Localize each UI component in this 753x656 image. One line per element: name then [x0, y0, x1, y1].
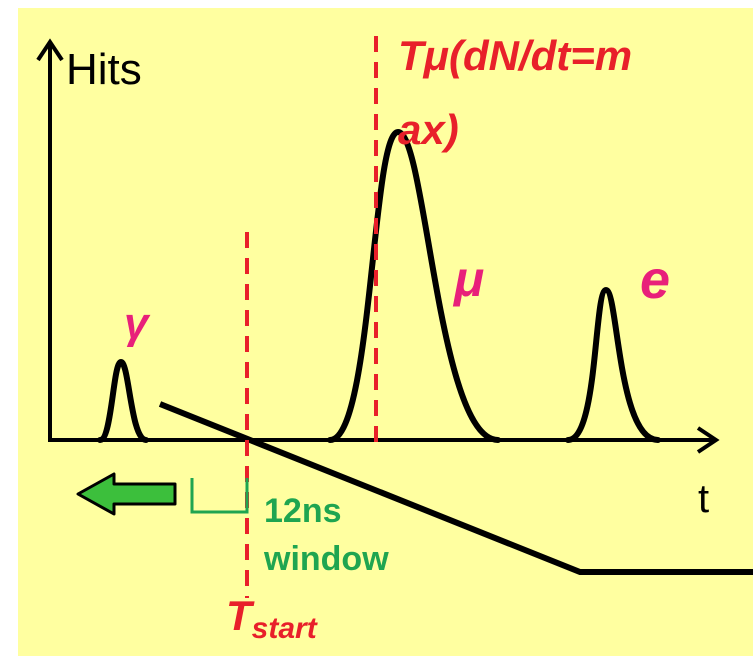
background-panel: [18, 8, 753, 656]
x-axis-label: t: [698, 477, 709, 521]
t-mu-label-line2: ax): [398, 106, 459, 153]
axes: [36, 38, 720, 454]
t-start-prefix: T: [226, 592, 255, 639]
e-peak: [565, 286, 661, 443]
x-axis-arrowhead: [696, 426, 720, 454]
peak-curves: [97, 128, 661, 443]
y-axis-arrowhead: [36, 38, 64, 62]
gamma-peak: [97, 358, 149, 443]
mu-label: μ: [452, 251, 484, 307]
t-start-label: Tstart: [226, 592, 319, 645]
window-label-line1: 12ns: [264, 492, 342, 530]
y-axis-label: Hits: [66, 45, 142, 94]
gamma-label: γ: [124, 299, 151, 348]
window-bracket: [190, 478, 249, 514]
threshold-line: [158, 401, 753, 575]
t-mu-label-line1: Tμ(dN/dt=m: [398, 32, 632, 79]
e-label: e: [640, 250, 670, 310]
left-arrow-icon: [76, 472, 177, 516]
mu-peak: [327, 128, 501, 443]
window-label-line2: window: [263, 540, 389, 578]
t-start-subscript: start: [252, 612, 319, 645]
